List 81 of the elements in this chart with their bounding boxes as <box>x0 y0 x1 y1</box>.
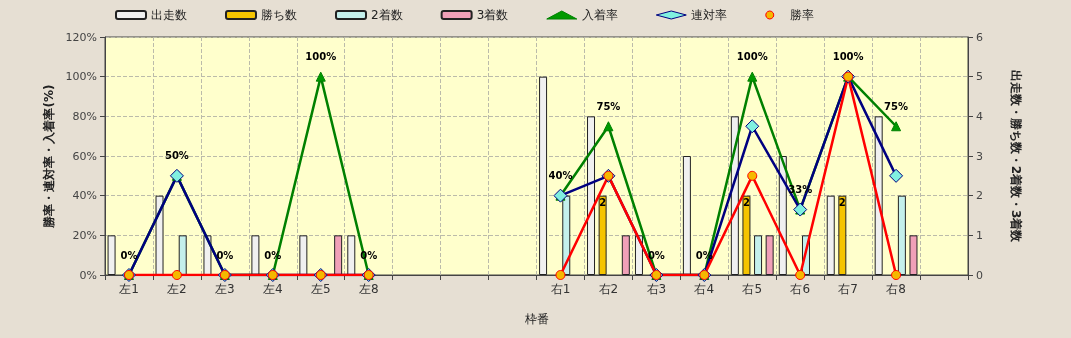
y2-tick-label: 2 <box>976 189 983 203</box>
y-tick-label: 0% <box>79 268 97 282</box>
point <box>603 121 614 132</box>
point <box>745 119 760 134</box>
x-axis-title: 枠番 <box>523 312 549 326</box>
bar <box>826 195 835 275</box>
y2-tick-label: 4 <box>976 109 983 123</box>
y-tick-label: 100% <box>65 70 97 84</box>
data-label: 0% <box>120 249 138 261</box>
data-label: 50% <box>164 150 189 162</box>
x-tick-label: 右5 <box>742 282 763 296</box>
point <box>315 71 326 82</box>
x-tick-label: 左5 <box>310 282 331 296</box>
bar <box>334 235 343 275</box>
legend-label: 勝率 <box>789 8 814 22</box>
x-tick-label: 左4 <box>262 282 283 296</box>
point <box>747 170 758 181</box>
x-tick-label: 右6 <box>790 282 811 296</box>
bar <box>347 235 356 275</box>
point <box>171 270 182 280</box>
bar <box>909 235 918 275</box>
y2-tick-label: 0 <box>976 268 983 282</box>
point <box>555 270 566 280</box>
bar <box>897 195 906 275</box>
data-label: 2 <box>742 197 750 209</box>
y-tick-label: 40% <box>72 189 97 203</box>
y2-tick-label: 3 <box>976 149 983 163</box>
y2-tick-label: 6 <box>976 30 983 44</box>
point <box>889 168 904 183</box>
x-tick-label: 左8 <box>358 282 379 296</box>
bar <box>742 195 751 275</box>
y2-axis-title: 出走数・勝ち数・2着数・3着数 <box>1009 69 1023 244</box>
bar <box>155 195 164 275</box>
y-tick-label: 80% <box>72 109 97 123</box>
x-tick-label: 右4 <box>694 282 715 296</box>
legend-label: 入着率 <box>581 8 618 22</box>
x-tick-label: 左1 <box>119 282 139 296</box>
x-tick-label: 左2 <box>167 282 187 296</box>
point <box>747 71 758 82</box>
bar <box>598 195 607 275</box>
data-label: 2 <box>838 197 846 209</box>
data-label: 0% <box>216 249 234 261</box>
y2-tick-label: 5 <box>976 70 983 84</box>
bar <box>682 156 691 275</box>
y-axis-title: 勝率・連対率・入着率(%) <box>41 84 56 229</box>
y-tick-label: 120% <box>65 30 97 44</box>
x-tick-label: 左3 <box>215 282 235 296</box>
point <box>891 270 902 280</box>
x-tick-label: 右2 <box>598 282 619 296</box>
y-tick-label: 60% <box>72 149 97 163</box>
data-label: 2 <box>599 197 607 209</box>
legend-label: 3着数 <box>476 8 509 22</box>
legend-label: 2着数 <box>371 8 403 22</box>
point <box>795 270 806 280</box>
legend-label: 出走数 <box>151 8 187 22</box>
data-label: 75% <box>596 100 621 112</box>
data-label: 100% <box>832 51 864 63</box>
bar <box>754 235 763 275</box>
x-tick-label: 右8 <box>886 282 906 296</box>
bar <box>634 235 643 275</box>
x-tick-label: 右1 <box>550 282 571 296</box>
legend-label: 勝ち数 <box>261 8 297 22</box>
x-tick-label: 右7 <box>838 282 858 296</box>
point <box>891 121 902 132</box>
y2-tick-label: 1 <box>976 228 983 242</box>
y-tick-label: 20% <box>72 228 97 242</box>
bar <box>838 195 847 275</box>
x-tick-label: 右3 <box>646 282 667 296</box>
bar <box>299 235 308 275</box>
bar <box>539 76 548 275</box>
legend-label: 連対率 <box>691 8 728 22</box>
bar <box>765 235 774 275</box>
bar <box>587 116 596 275</box>
bar <box>178 235 187 275</box>
bar <box>107 235 116 275</box>
data-label: 75% <box>884 100 909 112</box>
data-label: 40% <box>548 170 573 182</box>
data-label: 100% <box>305 51 337 63</box>
bar <box>251 235 260 275</box>
bar <box>621 235 630 275</box>
data-label: 100% <box>736 51 768 63</box>
